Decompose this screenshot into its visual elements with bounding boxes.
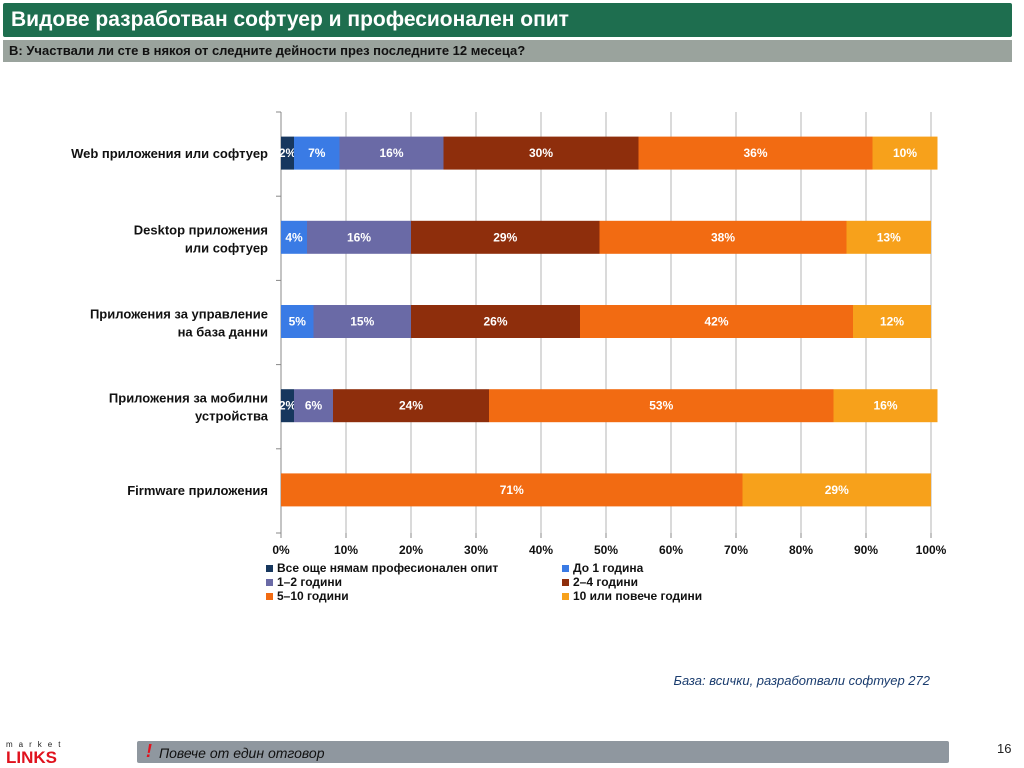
bar-segment: [833, 389, 938, 423]
x-tick-label: 60%: [659, 543, 683, 557]
data-label: 71%: [500, 483, 524, 497]
category-label: Firmware приложения: [127, 483, 268, 498]
legend-label: 10 или повече години: [573, 589, 702, 603]
bottom-note-bar: ! Повече от един отговор: [137, 741, 949, 763]
bar-segment: [853, 305, 931, 338]
data-label: 16%: [347, 230, 371, 244]
x-tick-label: 10%: [334, 543, 358, 557]
bar-segment: [872, 136, 938, 170]
x-tick-label: 50%: [594, 543, 618, 557]
bar-segment: [411, 220, 600, 254]
data-label: 4%: [285, 230, 303, 244]
exclamation-icon: !: [146, 741, 152, 761]
data-label: 26%: [483, 315, 507, 329]
legend-label: 5–10 години: [277, 589, 349, 603]
legend-swatch: [562, 565, 569, 572]
data-label: 7%: [308, 146, 326, 160]
legend-swatch: [266, 579, 273, 586]
bar-segment: [742, 473, 931, 507]
legend-label: 1–2 години: [277, 575, 342, 589]
legend-label: Все още нямам професионален опит: [277, 561, 498, 575]
data-label: 30%: [529, 146, 553, 160]
category-label: Приложения за управление на база данни: [90, 307, 268, 340]
bar-segment: [281, 389, 294, 423]
bar-segment: [443, 136, 639, 170]
page-title: Видове разработван софтуер и професионал…: [11, 8, 569, 31]
x-tick-label: 80%: [789, 543, 813, 557]
x-tick-label: 0%: [272, 543, 290, 557]
data-label: 2%: [279, 146, 297, 160]
bar-segment: [313, 305, 411, 338]
x-tick-label: 100%: [916, 543, 947, 557]
bar-segment: [294, 389, 333, 423]
data-label: 38%: [711, 230, 735, 244]
legend-label: До 1 година: [573, 561, 644, 575]
category-label: Приложения за мобилни устройства: [109, 391, 269, 424]
data-label: 15%: [350, 315, 374, 329]
data-label: 29%: [493, 230, 517, 244]
data-label: 5%: [289, 315, 307, 329]
legend-label: 2–4 години: [573, 575, 638, 589]
question-bar: В: Участвали ли сте в някоя от следните …: [3, 40, 1012, 62]
x-tick-label: 90%: [854, 543, 878, 557]
bar-segment: [411, 305, 580, 338]
data-label: 2%: [279, 399, 297, 413]
logo-main-text: LINKS: [6, 748, 57, 767]
data-label: 36%: [743, 146, 767, 160]
data-label: 6%: [305, 399, 323, 413]
category-label: Web приложения или софтуер: [71, 146, 268, 161]
bar-segment: [281, 305, 314, 338]
data-label: 10%: [893, 146, 917, 160]
bar-segment: [333, 389, 489, 423]
question-text: В: Участвали ли сте в някоя от следните …: [9, 43, 526, 58]
bar-segment: [489, 389, 834, 423]
x-tick-label: 30%: [464, 543, 488, 557]
bar-segment: [281, 136, 294, 170]
data-label: 16%: [873, 399, 897, 413]
x-tick-label: 70%: [724, 543, 748, 557]
bar-segment: [638, 136, 873, 170]
bar-segment: [281, 473, 743, 507]
bar-segment: [339, 136, 444, 170]
data-label: 53%: [649, 399, 673, 413]
data-label: 29%: [825, 483, 849, 497]
multi-answer-note: Повече от един отговор: [159, 745, 325, 761]
bar-segment: [846, 220, 931, 254]
x-tick-label: 40%: [529, 543, 553, 557]
legend-swatch: [562, 579, 569, 586]
legend-swatch: [562, 593, 569, 600]
logo-top-text: market: [6, 740, 67, 749]
title-bar: Видове разработван софтуер и професионал…: [3, 3, 1012, 37]
x-tick-label: 20%: [399, 543, 423, 557]
bar-segment: [281, 220, 307, 254]
page-number: 16: [997, 741, 1012, 756]
data-label: 42%: [704, 315, 728, 329]
data-label: 13%: [877, 230, 901, 244]
bar-segment: [580, 305, 853, 338]
bar-segment: [599, 220, 847, 254]
legend-swatch: [266, 565, 273, 572]
legend-swatch: [266, 593, 273, 600]
data-label: 12%: [880, 315, 904, 329]
category-label: Desktop приложения или софтуер: [134, 222, 268, 255]
bar-segment: [294, 136, 340, 170]
data-label: 16%: [379, 146, 403, 160]
base-note: База: всички, разработвали софтуер 272: [673, 673, 930, 688]
data-label: 24%: [399, 399, 423, 413]
bar-segment: [307, 220, 411, 254]
market-links-logo: market LINKS: [4, 740, 80, 767]
